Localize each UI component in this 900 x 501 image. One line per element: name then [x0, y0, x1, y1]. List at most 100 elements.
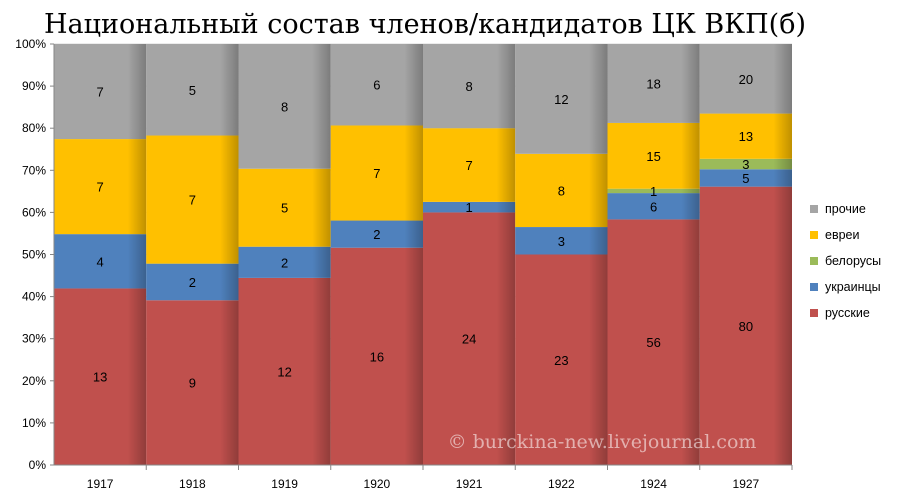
bar-1920-евреи-shade	[330, 125, 423, 221]
data-label-1917-русские: 13	[93, 370, 107, 385]
bar-1918-русские-shade	[146, 300, 239, 465]
data-label-1927-белорусы: 3	[742, 157, 749, 172]
x-tick-label-1918: 1918	[179, 477, 206, 491]
bar-1922-украинцы-shade	[515, 227, 608, 255]
bar-1922-прочие-shade	[515, 44, 608, 154]
bar-1924-евреи-shade	[607, 122, 700, 189]
data-label-1919-евреи: 5	[281, 201, 288, 216]
y-tick-label-10-: 10%	[22, 416, 46, 430]
bar-1919-украинцы-shade	[238, 246, 331, 278]
y-tick-label-20-: 20%	[22, 374, 46, 388]
legend-swatch-белорусы	[810, 257, 818, 265]
y-tick-label-70-: 70%	[22, 163, 46, 177]
data-label-1927-украинцы: 5	[742, 171, 749, 186]
bar-1918-прочие-shade	[146, 44, 239, 136]
bar-1924-прочие-shade	[607, 44, 700, 123]
x-tick-label-1927: 1927	[733, 477, 760, 491]
bar-1920-украинцы-shade	[330, 220, 423, 248]
bar-1924-украинцы-shade	[607, 193, 700, 220]
data-label-1920-прочие: 6	[373, 78, 380, 93]
y-tick-label-40-: 40%	[22, 290, 46, 304]
bars	[54, 44, 792, 465]
data-label-1921-прочие: 8	[466, 79, 473, 94]
data-label-1924-белорусы: 1	[650, 184, 657, 199]
bar-1922-евреи-shade	[515, 153, 608, 228]
data-label-1920-украинцы: 2	[373, 227, 380, 242]
data-label-1921-русские: 24	[462, 332, 476, 347]
y-axis-ticks: 0% 10% 20% 30% 40% 50% 60% 70% 80% 90% 100%	[15, 37, 54, 472]
legend-label-прочие: прочие	[825, 202, 866, 216]
bar-1927-русские-shade	[699, 186, 792, 465]
bar-1919-прочие-shade	[238, 44, 331, 169]
data-label-1927-евреи: 13	[739, 129, 753, 144]
data-label-1924-евреи: 15	[646, 149, 660, 164]
bar-1920-русские-shade	[330, 247, 423, 465]
bar-1918-евреи-shade	[146, 135, 239, 264]
y-tick-label-80-: 80%	[22, 121, 46, 135]
data-label-1921-евреи: 7	[466, 158, 473, 173]
bar-1918-украинцы-shade	[146, 263, 239, 301]
data-label-1924-прочие: 18	[646, 76, 660, 91]
legend-label-русские: русские	[825, 306, 870, 320]
bar-1920-прочие-shade	[330, 44, 423, 126]
data-label-1924-украинцы: 6	[650, 199, 657, 214]
legend-swatch-прочие	[810, 205, 818, 213]
data-label-1918-украинцы: 2	[189, 275, 196, 290]
x-tick-label-1917: 1917	[87, 477, 114, 491]
legend-swatch-украинцы	[810, 283, 818, 291]
bar-1917-прочие-shade	[54, 44, 147, 140]
data-label-1918-евреи: 7	[189, 193, 196, 208]
data-label-1917-евреи: 7	[97, 180, 104, 195]
y-tick-label-50-: 50%	[22, 248, 46, 262]
bar-1917-евреи-shade	[54, 139, 147, 235]
data-label-1921-украинцы: 1	[466, 200, 473, 215]
x-axis-ticks: 1917 1918 1919 1920 1921 1922 1924 1927	[87, 465, 793, 491]
data-label-1922-прочие: 12	[554, 92, 568, 107]
data-label-1919-украинцы: 2	[281, 255, 288, 270]
y-tick-label-0-: 0%	[29, 458, 47, 472]
bar-1921-евреи-shade	[423, 128, 516, 202]
bar-1927-евреи-shade	[699, 113, 792, 159]
legend-label-евреи: евреи	[825, 228, 859, 242]
x-tick-label-1920: 1920	[364, 477, 391, 491]
legend: прочие евреи белорусы украинцы русские	[810, 202, 881, 320]
data-label-1924-русские: 56	[646, 335, 660, 350]
data-label-1917-прочие: 7	[97, 85, 104, 100]
data-label-1919-русские: 12	[277, 364, 291, 379]
bar-1917-русские-shade	[54, 288, 147, 465]
data-label-1927-русские: 80	[739, 319, 753, 334]
legend-swatch-евреи	[810, 231, 818, 239]
bar-1922-русские-shade	[515, 254, 608, 465]
bar-1924-белорусы-shade	[607, 188, 700, 194]
data-label-1920-русские: 16	[370, 349, 384, 364]
watermark: © burckina-new.livejournal.com	[448, 431, 757, 453]
chart-title: Национальный состав членов/кандидатов ЦК…	[44, 9, 806, 40]
data-label-1922-русские: 23	[554, 353, 568, 368]
legend-label-украинцы: украинцы	[825, 280, 881, 294]
segment-labels: 1347792751225816276241782338125661151880…	[93, 72, 753, 391]
data-label-1920-евреи: 7	[373, 166, 380, 181]
y-tick-label-60-: 60%	[22, 205, 46, 219]
data-label-1917-украинцы: 4	[97, 254, 104, 269]
legend-swatch-русские	[810, 309, 818, 317]
bar-1924-русские-shade	[607, 219, 700, 465]
x-tick-label-1924: 1924	[640, 477, 667, 491]
data-label-1927-прочие: 20	[739, 72, 753, 87]
x-tick-label-1921: 1921	[456, 477, 483, 491]
bar-1919-русские-shade	[238, 277, 331, 465]
x-tick-label-1922: 1922	[548, 477, 575, 491]
y-tick-label-90-: 90%	[22, 79, 46, 93]
bar-1927-украинцы-shade	[699, 169, 792, 187]
bar-1917-украинцы-shade	[54, 234, 147, 289]
data-label-1918-прочие: 5	[189, 83, 196, 98]
bar-1927-белорусы-shade	[699, 158, 792, 170]
data-label-1919-прочие: 8	[281, 99, 288, 114]
bar-1921-прочие-shade	[423, 44, 516, 129]
bar-1927-прочие-shade	[699, 44, 792, 114]
y-tick-label-30-: 30%	[22, 332, 46, 346]
data-label-1922-евреи: 8	[558, 183, 565, 198]
x-tick-label-1919: 1919	[271, 477, 298, 491]
bar-1921-украинцы-shade	[423, 201, 516, 213]
legend-label-белорусы: белорусы	[825, 254, 881, 268]
